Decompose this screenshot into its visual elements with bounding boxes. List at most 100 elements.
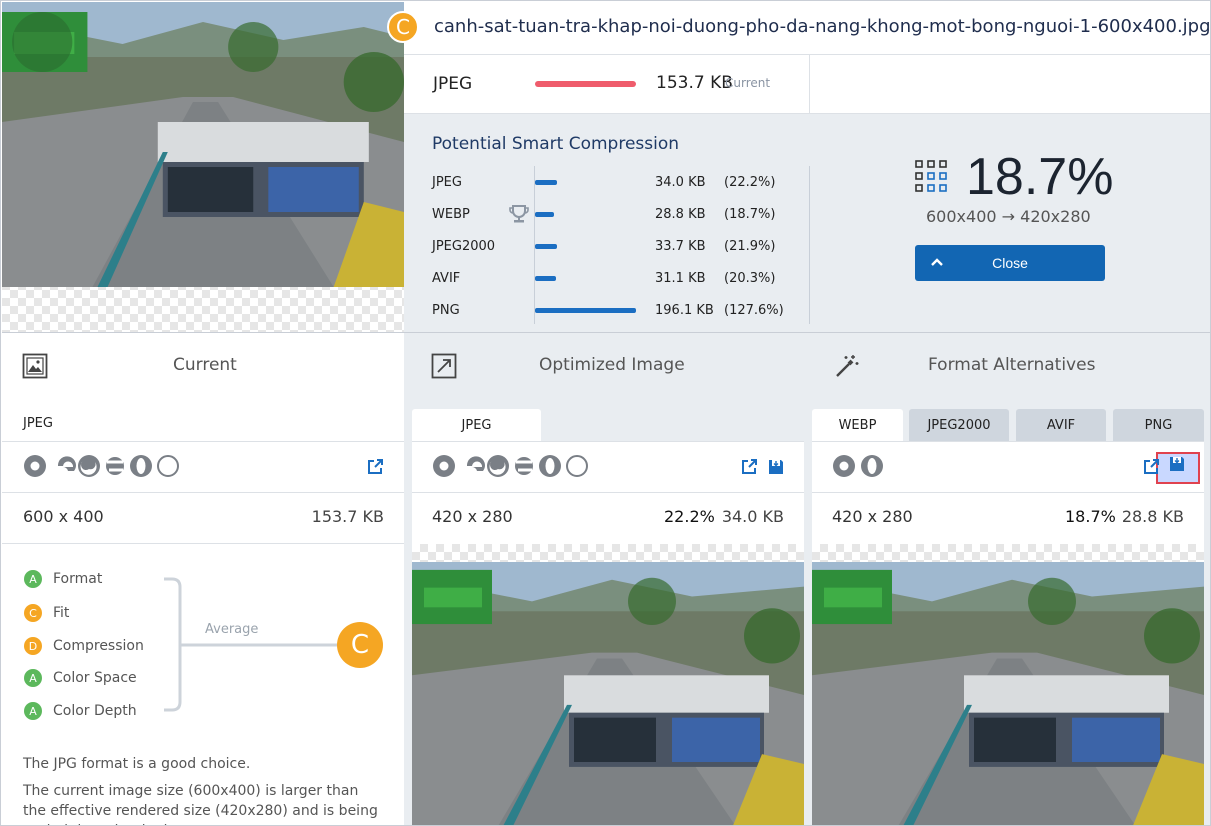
current-image-thumbnail (2, 2, 404, 332)
current-size-value: 153.7 KB (656, 73, 733, 93)
divider (809, 55, 810, 113)
image-icon (22, 353, 48, 384)
average-grade-badge: C (337, 622, 383, 668)
close-button-label: Close (992, 255, 1028, 271)
best-savings-percent: 18.7% (966, 148, 1114, 206)
current-dimensions: 600 x 400 (23, 507, 104, 526)
current-size-row: JPEG 153.7 KB Current (404, 54, 1210, 114)
format-size: 34.0 KB (655, 175, 706, 190)
divider (2, 492, 404, 493)
current-details-card: 600 x 400 153.7 KB (2, 441, 404, 544)
optimized-percent: 22.2% (664, 507, 715, 526)
grade-label: Format (53, 571, 103, 587)
average-bracket (164, 577, 340, 712)
format-size: 28.8 KB (655, 207, 706, 222)
grade-letter-badge: A (24, 702, 42, 720)
divider (2, 543, 404, 544)
grid-icon (914, 159, 950, 199)
browser-icons (433, 455, 588, 477)
tab-png[interactable]: PNG (1113, 409, 1204, 441)
browser-icons (24, 455, 179, 477)
tab-jpeg2000[interactable]: JPEG2000 (909, 409, 1009, 441)
current-panel-title: Current (173, 355, 237, 375)
browser-support (23, 453, 193, 479)
format-name: WEBP (432, 207, 470, 222)
tab-avif[interactable]: AVIF (1016, 409, 1106, 441)
current-panel-header: Current (2, 333, 404, 393)
external-link-icon[interactable] (365, 457, 385, 477)
format-percent: (21.9%) (724, 239, 776, 254)
format-percent: (20.3%) (724, 271, 776, 286)
download-icon[interactable] (766, 457, 786, 477)
divider (412, 441, 804, 442)
format-name: PNG (432, 303, 460, 318)
compression-bar (535, 212, 554, 217)
compression-row-webp: WEBP 28.8 KB (18.7%) (432, 205, 792, 225)
grade-label: Fit (53, 605, 70, 621)
current-panel: Current JPEG (2, 332, 404, 825)
download-icon[interactable] (1167, 454, 1187, 474)
divider (812, 492, 1204, 493)
grade-letter-badge: D (24, 637, 42, 655)
tab-webp[interactable]: WEBP (812, 409, 903, 441)
divider (2, 441, 404, 442)
current-format: JPEG (23, 416, 53, 431)
current-size-bar (535, 81, 636, 87)
file-name: canh-sat-tuan-tra-khap-noi-duong-pho-da-… (434, 16, 1211, 37)
dims-from: 600x400 (926, 207, 997, 226)
external-link-icon[interactable] (1141, 457, 1161, 477)
compression-bar (535, 180, 557, 185)
format-size: 196.1 KB (655, 303, 714, 318)
optimized-panel-header: Optimized Image (404, 333, 807, 393)
browser-icons (833, 455, 883, 477)
format-percent: (127.6%) (724, 303, 784, 318)
format-note: The JPG format is a good choice. (23, 756, 251, 772)
resize-dimensions: 600x400 → 420x280 (926, 207, 1091, 226)
browser-support (432, 453, 602, 479)
compression-row-png: PNG 196.1 KB (127.6%) (432, 301, 792, 321)
alternative-percent: 18.7% (1065, 507, 1116, 526)
compression-row-jpeg2000: JPEG2000 33.7 KB (21.9%) (432, 237, 792, 257)
format-name: AVIF (432, 271, 461, 286)
format-size: 33.7 KB (655, 239, 706, 254)
alternative-dimensions: 420 x 280 (832, 507, 913, 526)
alternatives-panel-title: Format Alternatives (928, 355, 1096, 375)
grade-label: Compression (53, 638, 144, 654)
alternatives-panel-header: Format Alternatives (807, 333, 1210, 393)
optimized-panel-title: Optimized Image (539, 355, 685, 375)
divider (809, 166, 810, 324)
optimized-details-card: 420 x 280 22.2% 34.0 KB (412, 441, 804, 544)
optimized-image-preview (412, 544, 804, 825)
alternative-details-card: 420 x 280 18.7% 28.8 KB (812, 441, 1204, 544)
current-tag: Current (725, 76, 771, 90)
grade-letter-badge: A (24, 669, 42, 687)
grade-label: Color Space (53, 670, 137, 686)
format-name: JPEG2000 (432, 239, 496, 254)
average-label: Average (205, 622, 259, 637)
smart-compression-panel: Potential Smart Compression JPEG 34.0 KB… (404, 114, 1210, 332)
browser-support (832, 453, 892, 479)
trophy-icon (508, 204, 530, 228)
tab-optimized-jpeg[interactable]: JPEG (412, 409, 541, 441)
chevron-up-icon (929, 254, 945, 273)
optimized-dimensions: 420 x 280 (432, 507, 513, 526)
compression-row-jpeg: JPEG 34.0 KB (22.2%) (432, 173, 792, 193)
alternative-file-size: 28.8 KB (1121, 507, 1184, 526)
grade-label: Color Depth (53, 703, 137, 719)
compression-bar (535, 276, 556, 281)
optimized-file-size: 34.0 KB (721, 507, 784, 526)
compression-bar (535, 244, 557, 249)
dims-to: 420x280 (1020, 207, 1091, 226)
arrow-right-icon: → (1001, 207, 1016, 226)
format-percent: (18.7%) (724, 207, 776, 222)
grade-letter-badge: A (24, 570, 42, 588)
current-file-size: 153.7 KB (311, 507, 384, 526)
magic-wand-icon (834, 353, 860, 384)
optimization-panels: Optimized Image Format Alternatives JPEG (404, 332, 1210, 825)
close-button[interactable]: Close (915, 245, 1105, 281)
format-name: JPEG (432, 175, 462, 190)
external-link-icon[interactable] (739, 457, 759, 477)
current-format-label: JPEG (433, 74, 473, 94)
alternative-image-preview (812, 544, 1204, 825)
grade-letter-badge: C (24, 604, 42, 622)
